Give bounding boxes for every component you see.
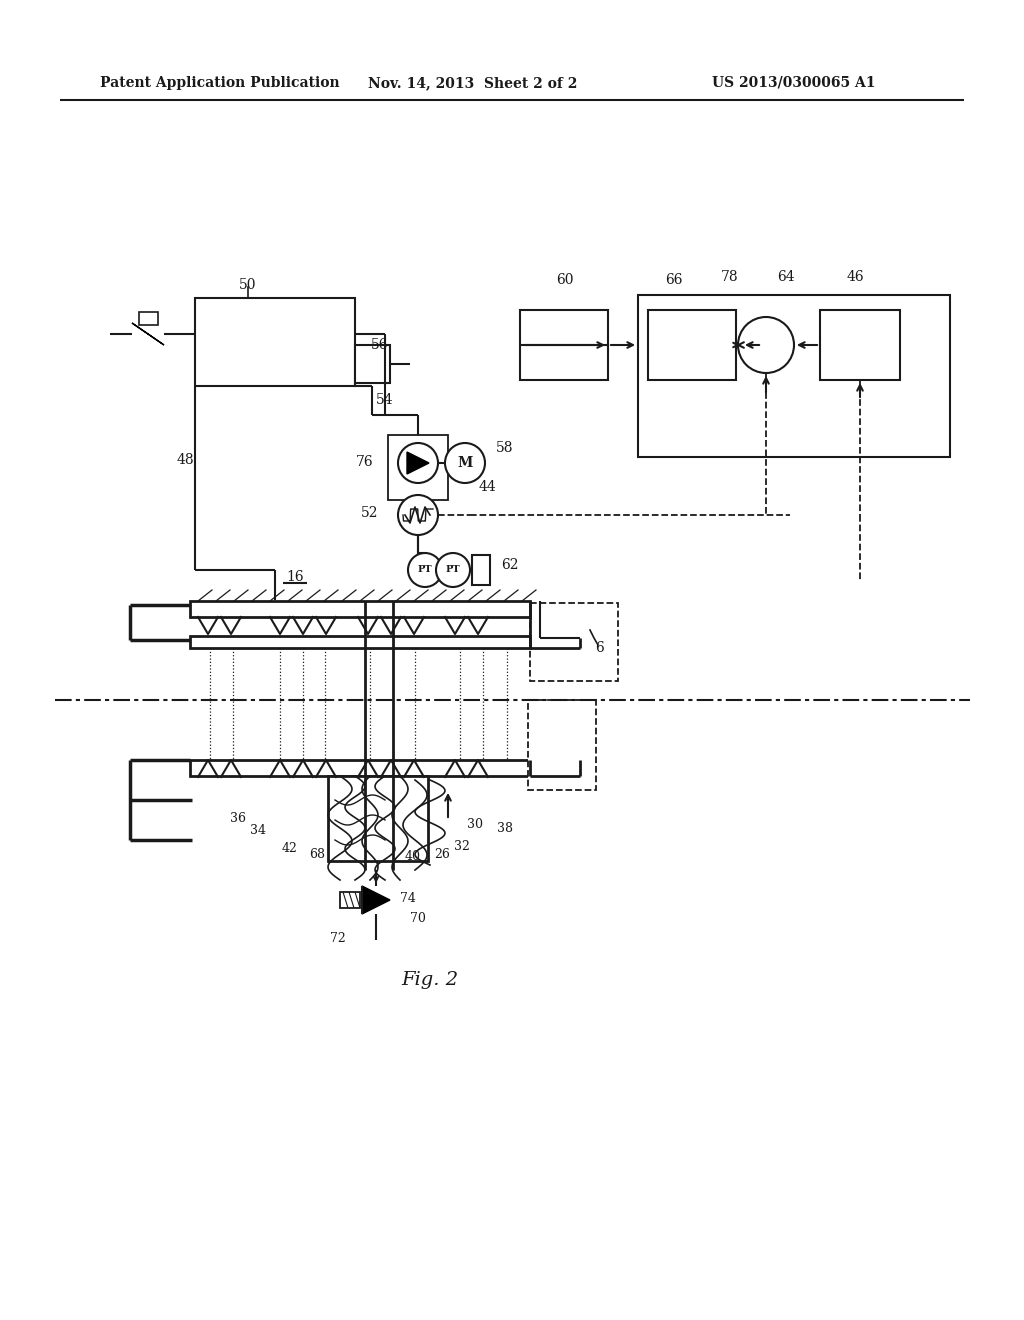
- Bar: [139, 312, 158, 325]
- Text: 76: 76: [356, 455, 374, 469]
- Text: 32: 32: [454, 841, 470, 854]
- Text: 58: 58: [497, 441, 514, 455]
- Text: 56: 56: [372, 338, 389, 352]
- Text: PT: PT: [418, 565, 432, 574]
- Text: 62: 62: [502, 558, 519, 572]
- Polygon shape: [407, 451, 429, 474]
- Text: 16: 16: [286, 570, 304, 583]
- Polygon shape: [362, 886, 390, 913]
- Bar: [190, 636, 530, 648]
- Text: 6: 6: [596, 642, 604, 655]
- Bar: [328, 776, 428, 861]
- Circle shape: [445, 444, 485, 483]
- Bar: [530, 603, 618, 681]
- Text: 66: 66: [666, 273, 683, 286]
- Polygon shape: [132, 323, 164, 345]
- Bar: [472, 554, 490, 585]
- Text: 68: 68: [309, 849, 325, 862]
- Text: 30: 30: [467, 818, 483, 832]
- Text: 78: 78: [721, 271, 738, 284]
- Circle shape: [398, 444, 438, 483]
- Text: 50: 50: [240, 279, 257, 292]
- Text: 70: 70: [410, 912, 426, 924]
- Text: 26: 26: [434, 849, 450, 862]
- Text: PT: PT: [445, 565, 461, 574]
- Circle shape: [436, 553, 470, 587]
- Text: 44: 44: [478, 480, 496, 494]
- Bar: [195, 298, 355, 385]
- Circle shape: [398, 495, 438, 535]
- Text: 64: 64: [777, 271, 795, 284]
- Text: 42: 42: [282, 842, 298, 854]
- Text: 40: 40: [406, 850, 421, 863]
- Text: Fig. 2: Fig. 2: [401, 972, 459, 989]
- Text: 46: 46: [846, 271, 864, 284]
- Text: 48: 48: [176, 453, 194, 467]
- Bar: [648, 310, 736, 380]
- Text: Nov. 14, 2013  Sheet 2 of 2: Nov. 14, 2013 Sheet 2 of 2: [368, 77, 578, 90]
- Text: 38: 38: [497, 821, 513, 834]
- Text: M: M: [458, 455, 473, 470]
- Bar: [190, 760, 530, 776]
- Text: 74: 74: [400, 891, 416, 904]
- Text: 36: 36: [230, 812, 246, 825]
- Bar: [528, 700, 596, 789]
- Text: US 2013/0300065 A1: US 2013/0300065 A1: [712, 77, 876, 90]
- Bar: [820, 310, 900, 380]
- Text: 52: 52: [361, 506, 379, 520]
- Text: 34: 34: [250, 824, 266, 837]
- Text: Patent Application Publication: Patent Application Publication: [100, 77, 340, 90]
- Bar: [638, 294, 950, 457]
- Bar: [355, 345, 390, 383]
- Circle shape: [408, 553, 442, 587]
- Circle shape: [738, 317, 794, 374]
- Bar: [340, 892, 360, 908]
- Bar: [388, 436, 449, 500]
- Bar: [190, 601, 530, 616]
- Text: 60: 60: [556, 273, 573, 286]
- Text: 54: 54: [376, 393, 394, 407]
- Text: 72: 72: [330, 932, 346, 945]
- Bar: [520, 310, 608, 380]
